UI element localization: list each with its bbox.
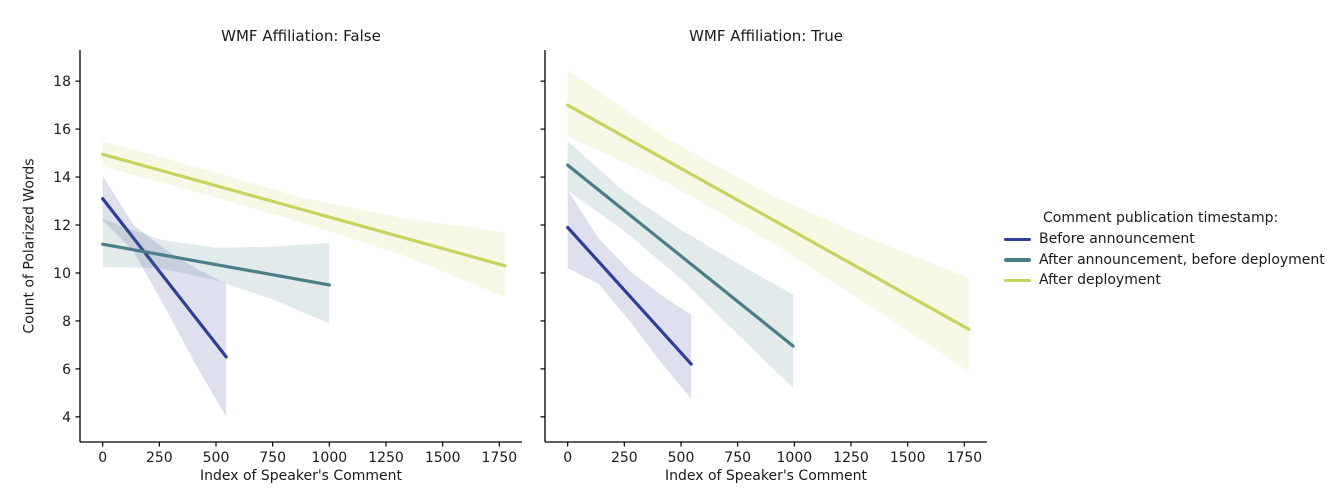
legend: Comment publication timestamp: Before an… [1004,208,1330,291]
legend-item-label: After announcement, before deployment [1039,251,1325,268]
y-tick-label: 10 [53,266,71,282]
x-tick-label: 1000 [312,450,348,466]
x-tick-label: 1500 [890,450,926,466]
x-tick-label: 250 [611,450,638,466]
regression-line [566,163,795,348]
legend-line-swatch-blue [1004,237,1031,241]
legend-item-after-announcement: After announcement, before deployment [1004,250,1330,271]
regression-line [101,152,507,268]
x-tick-label: 1250 [368,450,404,466]
regression-line [101,197,228,359]
legend-item-before-announcement: Before announcement [1004,229,1330,250]
x-tick-label: 1750 [947,450,983,466]
y-tick-label: 4 [62,410,71,426]
facet-title-true: WMF Affiliation: True [689,27,843,45]
x-tick-label: 500 [203,450,230,466]
legend-item-label: Before announcement [1039,231,1195,248]
legend-item-after-deployment: After deployment [1004,270,1330,291]
x-tick-label: 750 [724,450,751,466]
confidence-band [102,219,330,324]
x-tick-label: 0 [98,450,107,466]
x-tick-label: 250 [146,450,173,466]
legend-line-swatch-teal [1004,258,1031,262]
regression-line [101,242,331,287]
confidence-band [102,141,506,297]
y-tick-label: 16 [53,122,71,138]
confidence-band [102,175,227,417]
y-tick-label: 18 [53,74,71,90]
x-tick-label: 1000 [777,450,813,466]
confidence-band [567,141,794,389]
x-axis-label-right: Index of Speaker's Comment [664,468,868,484]
x-tick-label: 0 [563,450,572,466]
regression-line [566,103,971,331]
y-tick-label: 8 [62,314,71,330]
x-tick-label: 1750 [482,450,518,466]
legend-title: Comment publication timestamp: [1043,210,1279,226]
x-axis-label-left: Index of Speaker's Comment [199,468,403,484]
y-axis-label-text: Count of Polarized Words [22,158,39,334]
x-tick-label: 750 [259,450,286,466]
y-tick-label: 6 [62,362,71,378]
x-tick-label: 1500 [425,450,461,466]
regression-line [566,225,693,366]
legend-line-swatch-yellow [1004,278,1031,282]
y-axis-label: Count of Polarized Words [20,50,40,442]
facet-title-false: WMF Affiliation: False [221,27,381,45]
y-tick-label: 14 [53,170,71,186]
legend-item-label: After deployment [1039,272,1161,289]
confidence-band [567,70,969,372]
x-tick-label: 1250 [833,450,869,466]
y-tick-label: 12 [53,218,71,234]
x-tick-label: 500 [668,450,695,466]
